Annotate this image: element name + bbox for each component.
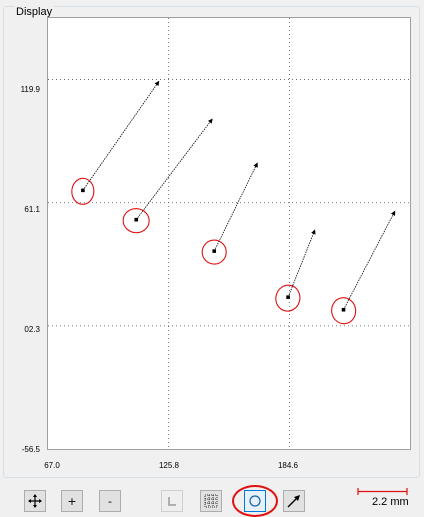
point-circle [71, 177, 95, 205]
display-title: Display [14, 6, 55, 18]
plus-icon: + [67, 494, 77, 508]
x-tick-label: 184.6 [277, 461, 299, 470]
y-tick-label: 02.3 [24, 325, 40, 334]
vector-tool-button[interactable] [283, 490, 305, 512]
highlight-ring [232, 485, 278, 517]
l-shape-icon [168, 497, 176, 506]
data-point [81, 188, 85, 193]
y-tick-label: 119.9 [20, 85, 40, 94]
zoom-in-button[interactable]: + [61, 490, 83, 512]
data-point [212, 249, 217, 253]
scale-label: 2.2 mm [372, 496, 409, 508]
minus-icon: - [108, 494, 112, 508]
displacement-vector [213, 162, 258, 252]
plot-area[interactable] [47, 17, 411, 450]
data-point [134, 217, 139, 222]
arrow-icon [287, 495, 300, 508]
displacement-vector [135, 118, 213, 220]
data-point [286, 295, 290, 299]
displacement-vector [82, 80, 160, 191]
zoom-out-button[interactable]: - [99, 490, 121, 512]
scatter-plot [48, 18, 410, 449]
displacement-vector [287, 229, 316, 298]
pan-button[interactable] [24, 490, 46, 512]
point-circle [275, 284, 301, 312]
point-circle [201, 239, 227, 265]
scale-bar [357, 488, 408, 495]
display-group: Display [3, 6, 420, 478]
grid-dots-icon [204, 494, 218, 508]
move-arrows-icon [28, 494, 42, 508]
grid-toggle-button[interactable] [200, 490, 222, 512]
measure-button[interactable] [161, 490, 183, 512]
x-tick-label: 125.8 [158, 461, 180, 470]
point-circle [331, 297, 357, 325]
x-tick-label: 67.0 [44, 461, 60, 470]
data-point [341, 307, 346, 312]
displacement-vector [343, 210, 396, 310]
point-circle [122, 208, 150, 234]
y-tick-label: -56.5 [21, 445, 40, 454]
y-tick-label: 61.1 [24, 205, 40, 214]
